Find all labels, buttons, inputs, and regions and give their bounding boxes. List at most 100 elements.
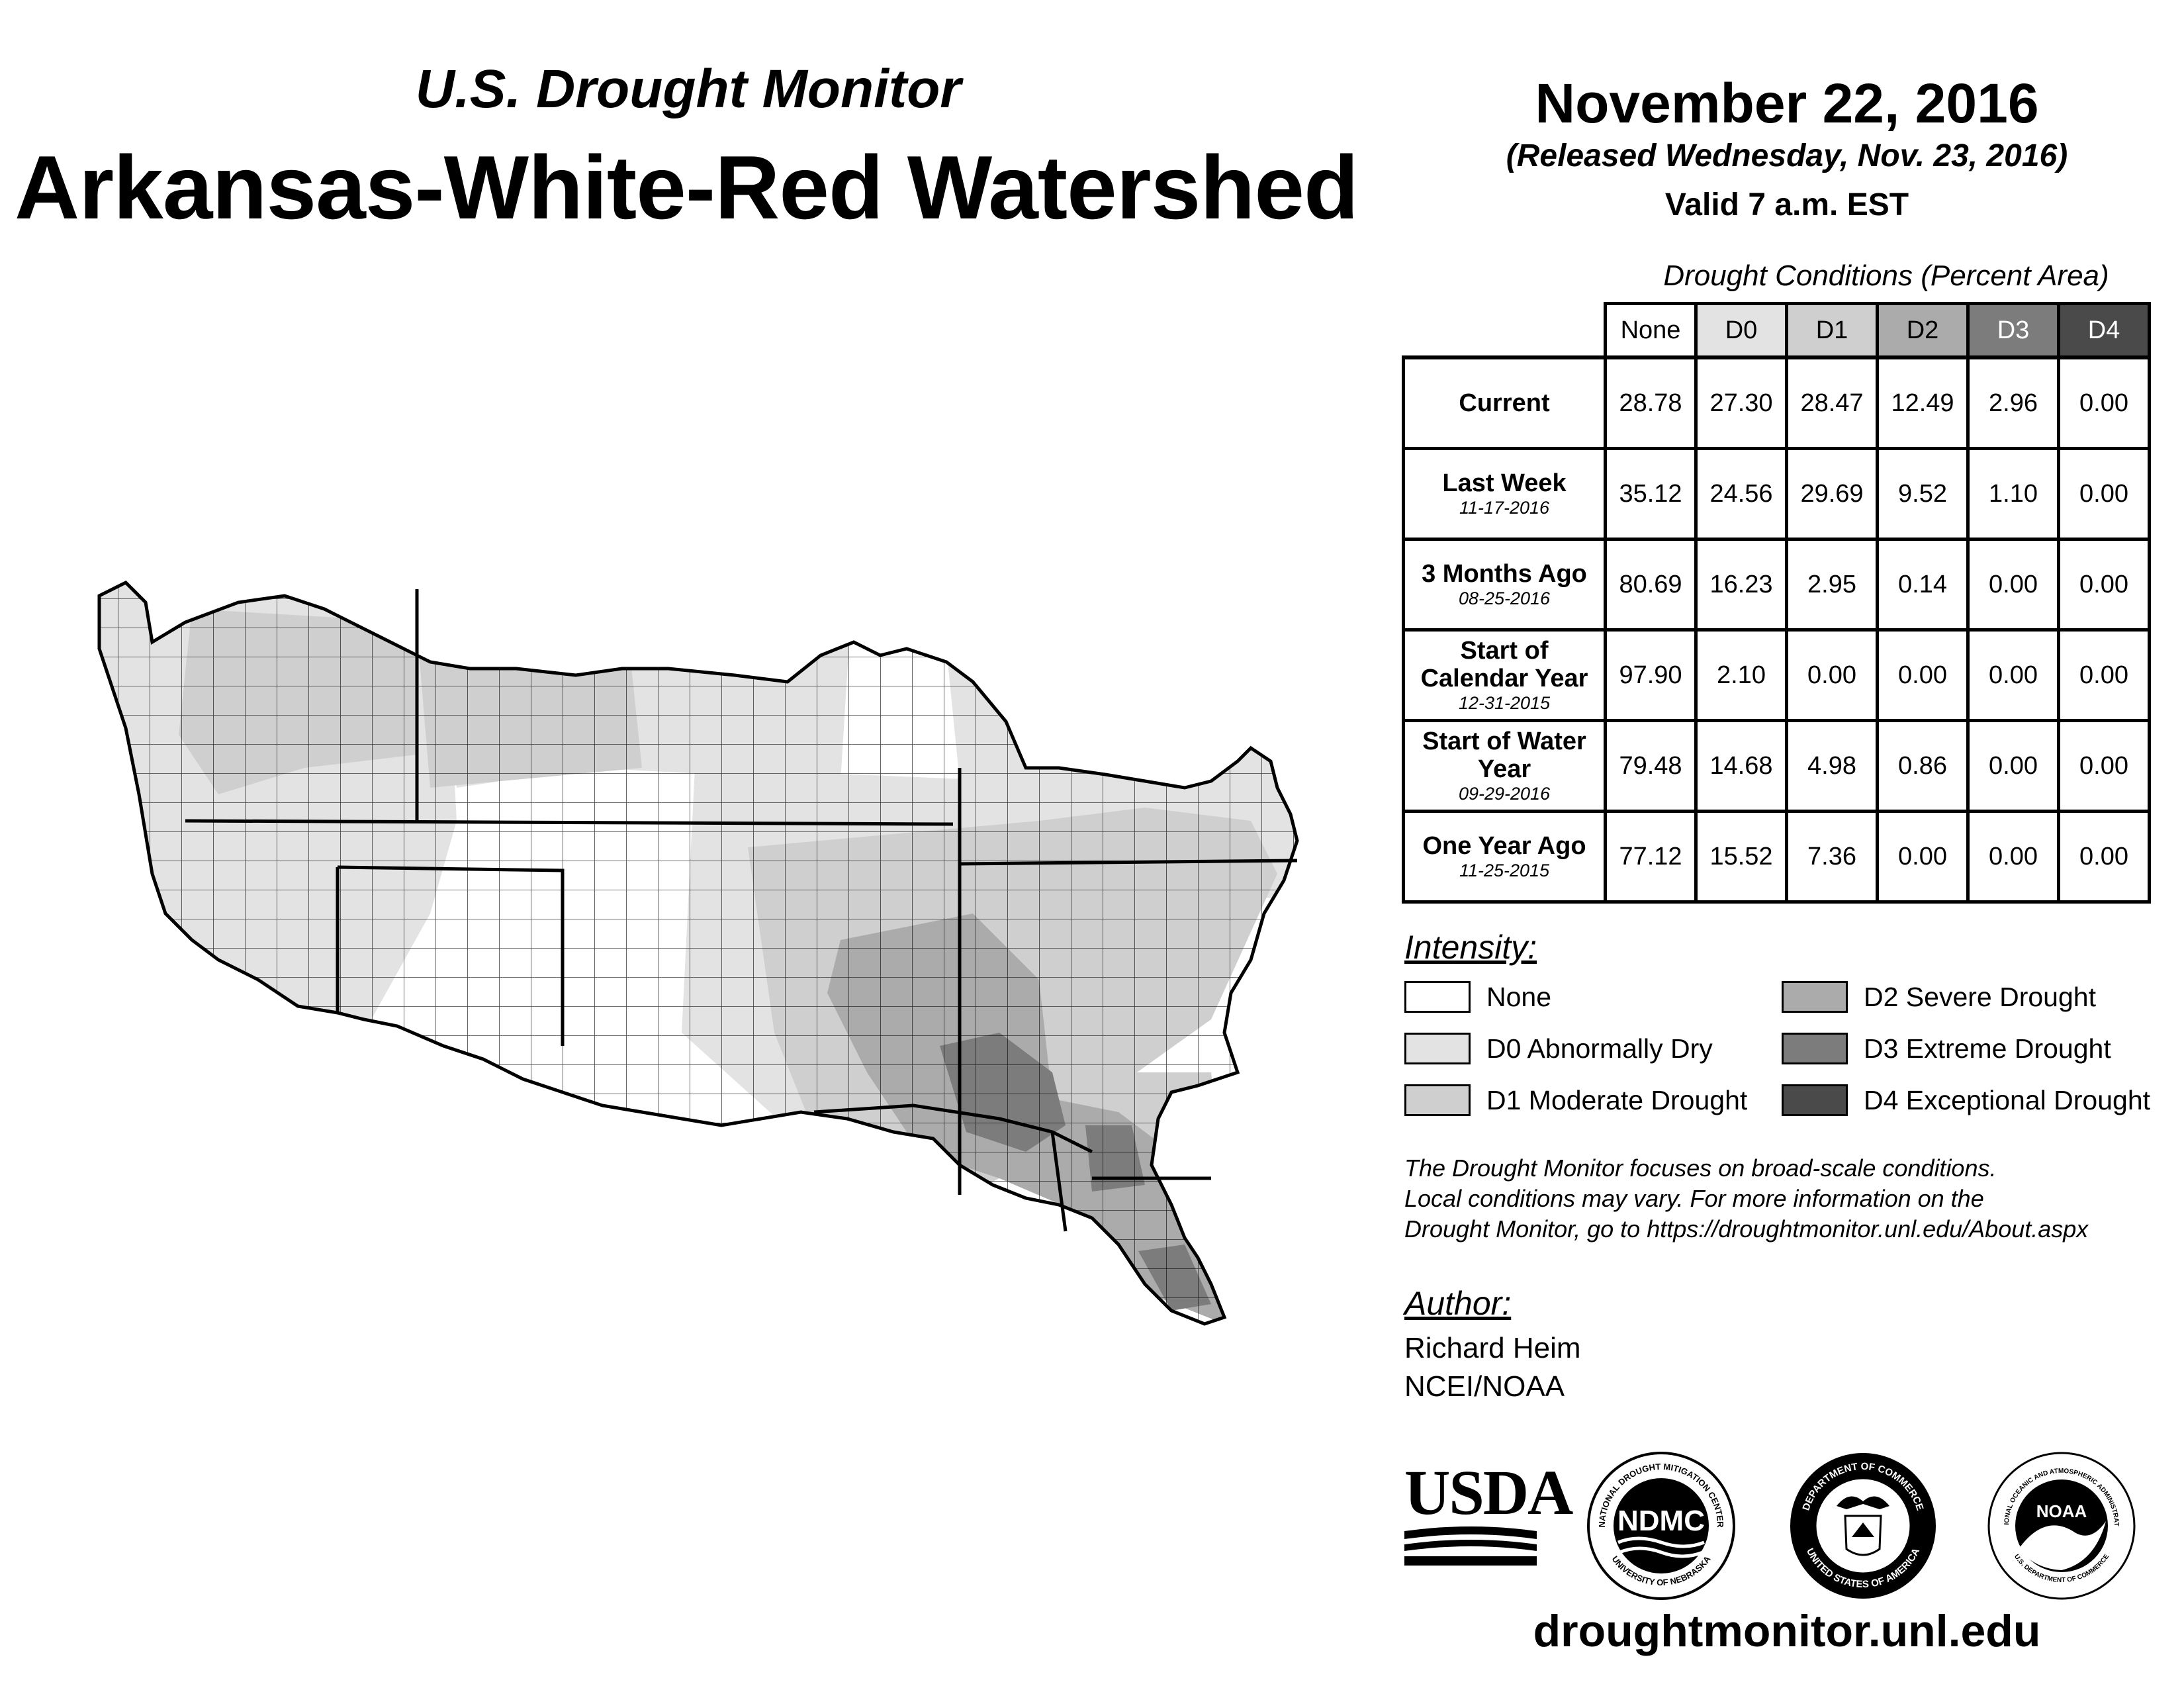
legend-swatch	[1782, 1033, 1848, 1064]
legend-swatch	[1404, 1084, 1471, 1116]
row-date: 11-17-2016	[1459, 498, 1550, 518]
ndmc-logo-text: NDMC	[1617, 1505, 1705, 1537]
map-title: Arkansas-White-Red Watershed	[15, 137, 1359, 238]
legend-label: D3 Extreme Drought	[1864, 1033, 2111, 1064]
legend-item: D0 Abnormally Dry	[1404, 1033, 1713, 1064]
row-label: Start of Calendar Year 12-31-2015	[1402, 628, 1607, 722]
table-cell: 80.69	[1604, 538, 1698, 632]
table-cell: 35.12	[1604, 447, 1698, 541]
legend-item: D2 Severe Drought	[1782, 981, 2096, 1013]
table-title: Drought Conditions (Percent Area)	[1663, 259, 2109, 292]
table-cell: 0.00	[2057, 810, 2151, 904]
table-cell: 0.00	[2057, 447, 2151, 541]
table-cell: 2.95	[1785, 538, 1879, 632]
table-cell: 2.10	[1694, 628, 1788, 722]
state-line	[337, 865, 565, 1046]
column-header: D4	[2057, 302, 2151, 359]
column-header: D0	[1694, 302, 1788, 359]
row-label: Last Week 11-17-2016	[1402, 447, 1607, 541]
table-header-row: None D0 D1 D2 D3 D4	[1404, 302, 2151, 359]
legend-label: None	[1486, 981, 1552, 1012]
commerce-seal-logo: DEPARTMENT OF COMMERCE UNITED STATES OF …	[1790, 1453, 1936, 1599]
table-cell: 0.00	[1876, 628, 1970, 722]
table-cell: 97.90	[1604, 628, 1698, 722]
row-label: 3 Months Ago 08-25-2016	[1402, 538, 1607, 632]
table-corner	[1404, 304, 1606, 358]
table-row: 3 Months Ago 08-25-2016 80.69 16.23 2.95 …	[1402, 538, 2151, 632]
table-cell: 12.49	[1876, 355, 1970, 450]
table-cell: 24.56	[1694, 447, 1788, 541]
row-date: 08-25-2016	[1458, 588, 1551, 608]
state-line	[1050, 1131, 1068, 1232]
usda-logo-text: USDA	[1404, 1457, 1573, 1528]
table-cell: 0.00	[1966, 719, 2060, 813]
watershed-map	[97, 580, 1299, 1326]
table-cell: 1.10	[1966, 447, 2060, 541]
table-cell: 0.00	[1876, 810, 1970, 904]
column-header: D2	[1876, 302, 1970, 359]
column-header: D3	[1966, 302, 2060, 359]
valid-time: Valid 7 a.m. EST	[1664, 187, 1909, 222]
legend-swatch	[1782, 981, 1848, 1013]
row-label: Start of Water Year 09-29-2016	[1402, 719, 1607, 813]
table-cell: 29.69	[1785, 447, 1879, 541]
author-org: NCEI/NOAA	[1404, 1370, 1565, 1403]
release-date: (Released Wednesday, Nov. 23, 2016)	[1506, 138, 2068, 173]
table-cell: 0.00	[1966, 538, 2060, 632]
row-date: 12-31-2015	[1458, 693, 1551, 713]
watershed-outline	[97, 580, 1299, 1326]
author-label: Author:	[1404, 1285, 1512, 1322]
legend-item: None	[1404, 981, 1551, 1013]
table-row: Last Week 11-17-2016 35.12 24.56 29.69 9.…	[1402, 447, 2151, 541]
eagle-icon	[1837, 1496, 1889, 1509]
legend-swatch	[1404, 1033, 1471, 1064]
table-cell: 0.00	[2057, 538, 2151, 632]
legend-item: D1 Moderate Drought	[1404, 1084, 1747, 1116]
table-cell: 79.48	[1604, 719, 1698, 813]
table-row: Start of Water Year 09-29-2016 79.48 14.6…	[1402, 719, 2151, 813]
legend-label: D2 Severe Drought	[1864, 981, 2096, 1012]
legend-item: D3 Extreme Drought	[1782, 1033, 2111, 1064]
column-header: D1	[1785, 302, 1879, 359]
legend-swatch	[1782, 1084, 1848, 1116]
legend-label: D1 Moderate Drought	[1486, 1084, 1748, 1115]
table-cell: 4.98	[1785, 719, 1879, 813]
table-cell: 0.00	[1966, 810, 2060, 904]
row-date: 09-29-2016	[1458, 784, 1551, 804]
row-label: One Year Ago 11-25-2015	[1402, 810, 1607, 904]
noaa-logo: NATIONAL OCEANIC AND ATMOSPHERIC ADMINIS…	[1985, 1450, 2136, 1600]
row-date: 11-25-2015	[1459, 861, 1550, 880]
legend-swatch	[1404, 981, 1471, 1013]
table-cell: 0.00	[1785, 628, 1879, 722]
noaa-logo-text: NOAA	[2036, 1501, 2087, 1521]
table-cell: 2.96	[1966, 355, 2060, 450]
gull-icon	[2019, 1521, 2106, 1570]
legend-item: D4 Exceptional Drought	[1782, 1084, 2150, 1116]
table-cell: 27.30	[1694, 355, 1788, 450]
row-label: Current	[1402, 355, 1607, 450]
table-cell: 0.00	[1966, 628, 2060, 722]
map-date: November 22, 2016	[1535, 72, 2039, 134]
drought-conditions-table: None D0 D1 D2 D3 D4 Current 28.78 27.30 …	[1402, 302, 2151, 904]
table-row: Current 28.78 27.30 28.47 12.49 2.96 0.0…	[1402, 355, 2151, 450]
table-cell: 16.23	[1694, 538, 1788, 632]
table-cell: 0.00	[2057, 628, 2151, 722]
usda-logo-mark	[1404, 1526, 1537, 1566]
table-cell: 0.00	[2057, 355, 2151, 450]
table-cell: 28.78	[1604, 355, 1698, 450]
table-cell: 0.00	[2057, 719, 2151, 813]
legend-title: Intensity:	[1404, 929, 1537, 966]
table-cell: 9.52	[1876, 447, 1970, 541]
table-cell: 28.47	[1785, 355, 1879, 450]
author-name: Richard Heim	[1404, 1332, 1581, 1364]
footer-url[interactable]: droughtmonitor.unl.edu	[1533, 1606, 2041, 1656]
table-cell: 15.52	[1694, 810, 1788, 904]
table-row: One Year Ago 11-25-2015 77.12 15.52 7.36 …	[1402, 810, 2151, 904]
table-cell: 7.36	[1785, 810, 1879, 904]
table-cell: 0.14	[1876, 538, 1970, 632]
county-boundaries	[99, 583, 1297, 1324]
table-cell: 0.86	[1876, 719, 1970, 813]
table-row: Start of Calendar Year 12-31-2015 97.90 2…	[1402, 628, 2151, 722]
disclaimer-line: Local conditions may vary. For more info…	[1404, 1185, 1984, 1212]
disclaimer-line: Drought Monitor, go to https://droughtmo…	[1404, 1215, 2089, 1243]
